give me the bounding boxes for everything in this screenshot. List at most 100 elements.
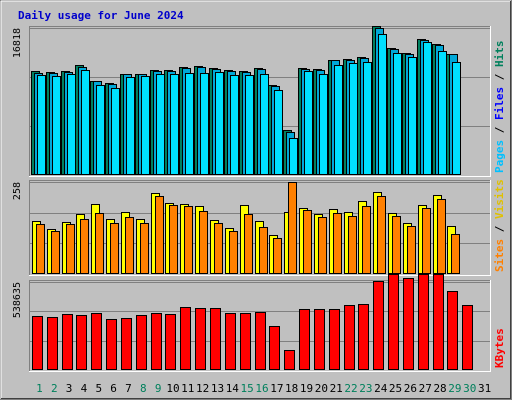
- x-label-day-6: 6: [110, 382, 117, 395]
- bar-kbytes-day-10: [165, 314, 176, 370]
- x-label-day-23: 23: [359, 382, 372, 395]
- bar-pages-day-11: [185, 73, 194, 175]
- bar-sites-day-23: [362, 206, 371, 274]
- bar-kbytes-day-6: [106, 319, 117, 370]
- bar-sites-day-1: [36, 224, 45, 274]
- bar-kbytes-day-28: [433, 274, 444, 370]
- y-max-label: 16818: [12, 28, 23, 58]
- bar-pages-day-5: [96, 85, 105, 175]
- bar-pages-day-9: [156, 74, 165, 175]
- series-label-separator: /: [493, 120, 506, 140]
- bar-sites-day-21: [333, 213, 342, 274]
- series-label-visits: Visits: [493, 179, 506, 219]
- x-label-day-1: 1: [36, 382, 43, 395]
- x-axis-labels: 1 2 3 4 5 6 7 8 9 10 11 12 13 14 15 16 17 18 19 20 21 22 23 24 2…: [36, 382, 491, 395]
- bar-pages-day-21: [334, 65, 343, 175]
- series-labels: Pages / Files / Hits: [493, 41, 506, 174]
- bar-pages-day-14: [230, 75, 239, 175]
- bar-pages-day-1: [37, 75, 46, 175]
- series-label-hits: Hits: [493, 41, 506, 68]
- series-label-separator: /: [493, 219, 506, 239]
- bar-kbytes-day-13: [210, 308, 221, 370]
- bar-sites-day-9: [155, 196, 164, 274]
- bar-pages-day-6: [111, 88, 120, 175]
- bar-sites-day-3: [66, 224, 75, 274]
- bar-kbytes-day-23: [358, 304, 369, 370]
- bar-kbytes-day-15: [240, 313, 251, 370]
- bar-pages-day-23: [363, 62, 372, 175]
- y-max-label: 258: [12, 182, 23, 200]
- bar-sites-day-6: [110, 223, 119, 274]
- panel-1: 16818 Pages / Files / Hits: [12, 26, 506, 177]
- x-label-day-26: 26: [404, 382, 417, 395]
- bar-kbytes-day-16: [255, 312, 266, 370]
- bar-sites-day-8: [140, 223, 149, 274]
- chart-panels: 16818 Pages / Files / Hits 258 Sites / Visi…: [12, 26, 506, 372]
- bar-sites-day-13: [214, 223, 223, 274]
- bar-kbytes-day-22: [344, 305, 355, 370]
- bar-pages-day-29: [452, 62, 461, 175]
- bar-kbytes-day-5: [91, 313, 102, 370]
- bar-sites-day-25: [392, 216, 401, 274]
- bar-sites-day-20: [318, 217, 327, 274]
- x-label-day-11: 11: [181, 382, 194, 395]
- x-label-day-7: 7: [125, 382, 132, 395]
- panel-2: 258 Sites / Visits: [12, 179, 506, 276]
- bar-sites-day-14: [229, 231, 238, 274]
- bar-pages-day-24: [378, 34, 387, 175]
- x-label-day-2: 2: [51, 382, 58, 395]
- bar-pages-day-18: [289, 138, 298, 175]
- x-label-day-9: 9: [155, 382, 162, 395]
- bar-pages-day-25: [393, 53, 402, 175]
- x-label-day-14: 14: [226, 382, 240, 395]
- x-label-day-24: 24: [374, 382, 388, 395]
- bar-pages-day-10: [170, 74, 179, 175]
- panel-3: 538635 KBytes: [12, 274, 506, 372]
- x-label-day-13: 13: [211, 382, 224, 395]
- bar-kbytes-day-11: [180, 307, 191, 370]
- bar-kbytes-day-8: [136, 315, 147, 370]
- x-label-day-3: 3: [66, 382, 73, 395]
- bar-kbytes-day-17: [269, 326, 280, 370]
- series-label-kbytes: KBytes: [493, 328, 506, 368]
- bar-pages-day-13: [215, 72, 224, 175]
- panel-1-bars: [31, 26, 461, 175]
- y-max-label: 538635: [12, 282, 23, 318]
- bar-sites-day-15: [244, 214, 253, 274]
- bar-pages-day-7: [126, 77, 135, 175]
- x-label-day-15: 15: [241, 382, 254, 395]
- x-label-day-27: 27: [419, 382, 432, 395]
- bar-pages-day-28: [438, 51, 447, 175]
- x-label-day-18: 18: [285, 382, 298, 395]
- x-label-day-17: 17: [270, 382, 283, 395]
- bar-kbytes-day-29: [447, 291, 458, 370]
- bar-sites-day-11: [184, 206, 193, 274]
- bar-sites-day-26: [407, 226, 416, 274]
- bar-kbytes-day-1: [32, 316, 43, 370]
- bar-pages-day-26: [408, 57, 417, 175]
- bar-kbytes-day-26: [403, 278, 414, 370]
- bar-pages-day-20: [319, 74, 328, 175]
- bar-sites-day-29: [451, 234, 460, 274]
- bar-kbytes-day-30: [462, 305, 473, 370]
- bar-kbytes-day-9: [151, 313, 162, 370]
- series-labels: KBytes: [493, 328, 506, 368]
- bar-kbytes-day-7: [121, 318, 132, 370]
- x-label-day-16: 16: [255, 382, 268, 395]
- bar-kbytes-day-14: [225, 313, 236, 370]
- bar-kbytes-day-27: [418, 274, 429, 370]
- bar-kbytes-day-4: [76, 315, 87, 370]
- bar-sites-day-18: [288, 182, 297, 274]
- x-label-day-29: 29: [448, 382, 461, 395]
- bar-pages-day-8: [141, 76, 150, 175]
- bar-sites-day-27: [422, 208, 431, 274]
- series-label-files: Files: [493, 87, 506, 120]
- series-label-separator: /: [493, 67, 506, 87]
- bar-pages-day-19: [304, 71, 313, 175]
- bar-kbytes-day-2: [47, 317, 58, 370]
- chart-title: Daily usage for June 2024: [18, 9, 184, 22]
- x-label-day-30: 30: [463, 382, 476, 395]
- bar-pages-day-12: [200, 73, 209, 175]
- bar-pages-day-4: [81, 70, 90, 175]
